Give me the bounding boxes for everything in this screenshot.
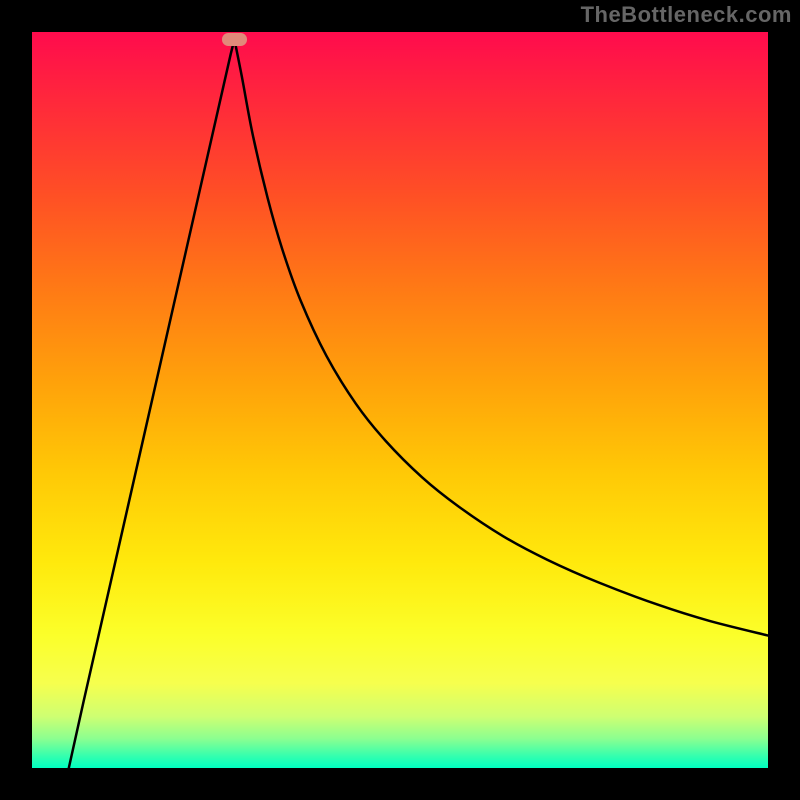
chart-container: TheBottleneck.com (0, 0, 800, 800)
watermark-text: TheBottleneck.com (581, 2, 792, 28)
bottleneck-curve (32, 32, 768, 768)
curve-right-branch (234, 39, 768, 635)
plot-area (32, 32, 768, 768)
minimum-marker (222, 33, 248, 46)
curve-left-branch (69, 39, 235, 768)
